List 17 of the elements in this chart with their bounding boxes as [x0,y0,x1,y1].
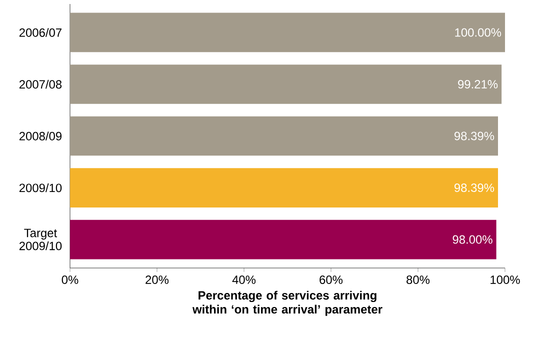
x-tick-label: 0% [62,276,78,284]
x-axis-title: Percentage of services arriving within ‘on time arrival’ parameter [192,290,382,316]
x-tick-label: 40% [232,276,256,284]
data-label: 98.00% [452,235,492,244]
y-tick-label: 2007/08 [19,80,62,89]
data-label: 98.39% [454,132,494,140]
y-tick-label: 2009/10 [19,183,62,192]
x-tick-label: 20% [146,276,169,284]
data-label: 98.39% [454,184,494,192]
x-tick-label: 80% [406,276,430,284]
x-tick-label: 60% [320,276,343,284]
data-label: 99.21% [458,80,498,88]
y-tick-label: 2008/09 [19,132,62,140]
y-tick-label: 2006/07 [19,28,62,37]
x-tick-label: 100% [490,276,520,284]
y-tick-label: Target 2009/10 [19,228,62,250]
data-label: 100.00% [455,28,502,37]
